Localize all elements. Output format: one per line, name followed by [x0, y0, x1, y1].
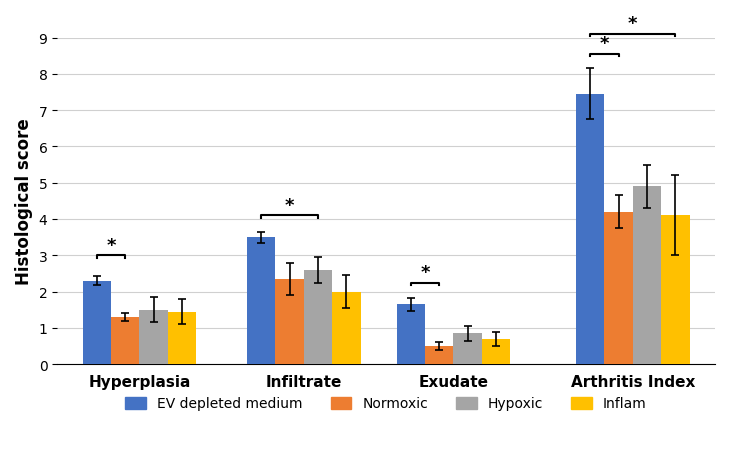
- Bar: [82, 281, 111, 364]
- Bar: [482, 339, 510, 364]
- Bar: [275, 279, 304, 364]
- Legend: EV depleted medium, Normoxic, Hypoxic, Inflam: EV depleted medium, Normoxic, Hypoxic, I…: [120, 391, 653, 416]
- Bar: [633, 187, 661, 364]
- Bar: [111, 317, 139, 364]
- Bar: [425, 346, 453, 364]
- Bar: [453, 334, 482, 364]
- Bar: [576, 95, 604, 364]
- Bar: [396, 305, 425, 364]
- Text: *: *: [420, 263, 430, 281]
- Bar: [332, 292, 361, 364]
- Bar: [304, 270, 332, 364]
- Bar: [168, 312, 196, 364]
- Text: *: *: [628, 16, 637, 34]
- Text: *: *: [285, 196, 294, 214]
- Bar: [139, 310, 168, 364]
- Y-axis label: Histological score: Histological score: [15, 118, 33, 285]
- Bar: [604, 212, 633, 364]
- Text: *: *: [107, 236, 116, 254]
- Bar: [247, 238, 275, 364]
- Text: *: *: [599, 35, 609, 53]
- Bar: [661, 216, 690, 364]
